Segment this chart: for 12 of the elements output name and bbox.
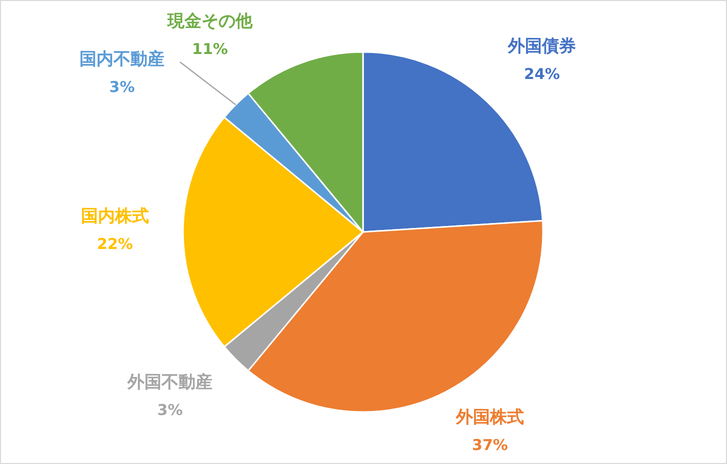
slice-label: 国内株式 <box>81 206 149 226</box>
data-label: 3% <box>109 78 135 96</box>
slice-label: 外国不動産 <box>126 372 212 392</box>
slice-label: 現金その他 <box>166 11 254 30</box>
data-label: 11% <box>192 40 228 58</box>
slice-label: 外国債券 <box>507 36 576 56</box>
data-label: 3% <box>157 401 183 420</box>
data-label: 24% <box>524 65 560 84</box>
slice-label: 国内不動産 <box>80 49 164 68</box>
slice-label: 外国株式 <box>455 407 524 426</box>
data-label: 22% <box>97 235 133 254</box>
data-label: 37% <box>472 436 508 454</box>
